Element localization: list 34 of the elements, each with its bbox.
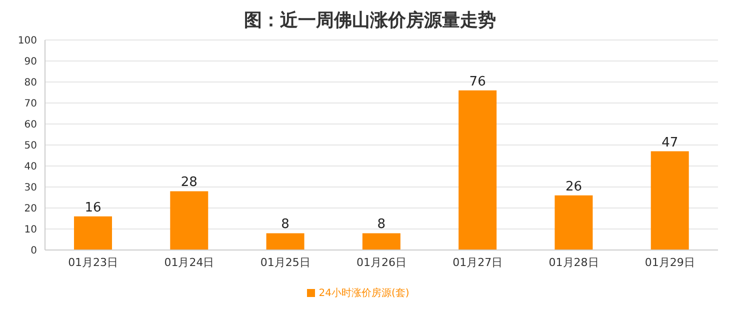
- bar: [266, 233, 304, 250]
- bar: [170, 191, 208, 250]
- bar: [554, 195, 593, 250]
- data-label: 76: [469, 74, 486, 90]
- y-tick-label: 90: [24, 56, 37, 68]
- y-tick-label: 100: [18, 36, 37, 47]
- y-tick-label: 60: [24, 120, 37, 131]
- data-label: 26: [565, 179, 582, 194]
- x-tick-label: 01月24日: [164, 256, 214, 269]
- x-tick-label: 01月29日: [644, 256, 695, 269]
- y-tick-label: 0: [30, 246, 37, 257]
- data-label: 8: [281, 217, 290, 232]
- y-tick-label: 80: [24, 78, 37, 89]
- data-label: 47: [662, 135, 678, 150]
- bar: [362, 233, 400, 250]
- bar: [74, 216, 112, 250]
- legend-label: 24小时涨价房源(套): [318, 288, 410, 299]
- x-tick-label: 01月26日: [356, 256, 406, 269]
- y-tick-label: 40: [24, 162, 37, 173]
- y-tick-label: 30: [24, 182, 37, 194]
- data-label: 16: [84, 200, 102, 216]
- data-label: 28: [180, 175, 198, 190]
- bar: [650, 151, 689, 250]
- x-tick-label: 01月25日: [260, 256, 310, 269]
- x-tick-label: 01月23日: [68, 256, 118, 269]
- x-tick-label: 01月27日: [452, 256, 503, 269]
- y-tick-label: 70: [24, 98, 37, 110]
- y-tick-label: 50: [24, 140, 37, 152]
- y-tick-label: 10: [24, 224, 37, 236]
- x-tick-label: 01月28日: [548, 256, 599, 269]
- y-tick-label: 20: [24, 204, 37, 215]
- bar: [458, 90, 497, 250]
- data-label: 8: [377, 217, 386, 232]
- chart-title: 图：近一周佛山涨价房源量走势: [243, 9, 497, 33]
